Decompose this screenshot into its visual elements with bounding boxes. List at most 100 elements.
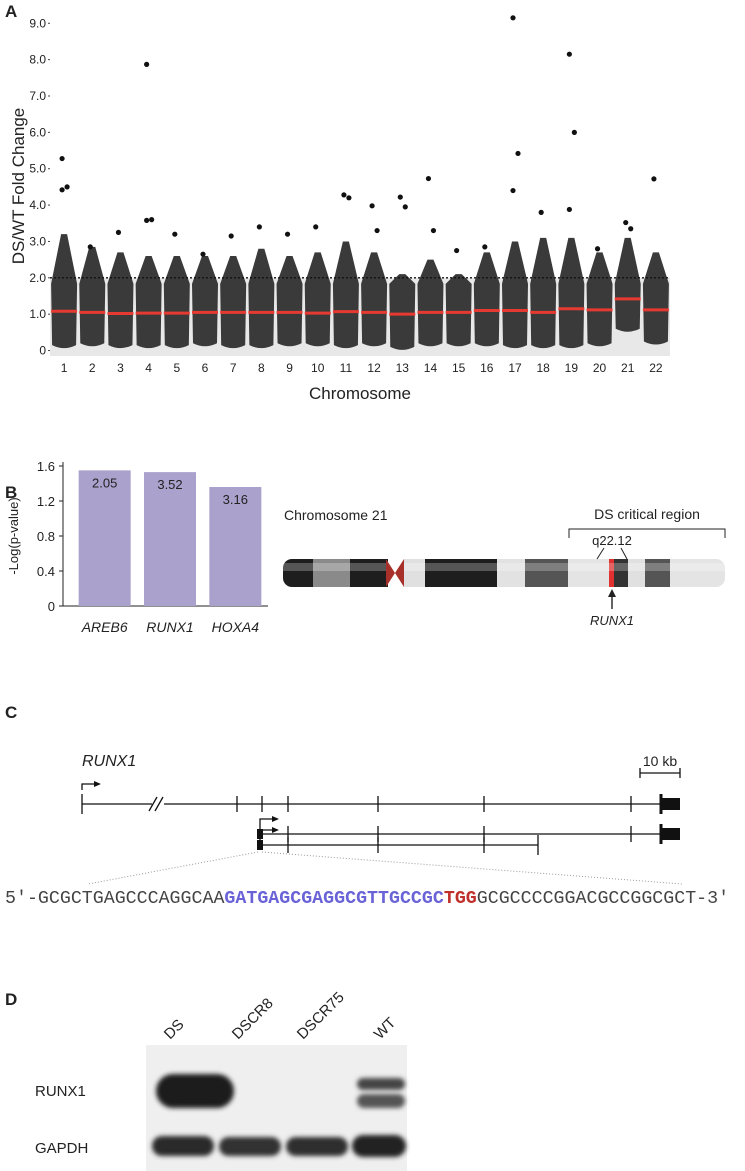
x-tick-label: 18 <box>537 361 551 375</box>
blot-band <box>152 1136 214 1156</box>
y-tick-label: 7.0 <box>29 89 46 103</box>
outlier-point <box>397 194 403 200</box>
point-cloud <box>558 237 585 349</box>
x-tick-label: 22 <box>649 361 663 375</box>
panel-label: D <box>5 990 17 1009</box>
arrow-head <box>94 781 101 787</box>
outlier-point <box>369 203 375 209</box>
outlier-point <box>144 61 150 67</box>
y-tick-label: 3.0 <box>29 234 46 248</box>
chromosome-band <box>645 559 670 587</box>
band-shine <box>283 563 725 571</box>
outlier-point <box>510 15 516 21</box>
blot-band <box>357 1094 405 1108</box>
x-tick-label: 5 <box>173 361 180 375</box>
bar-annotation: 2.05 <box>92 475 117 490</box>
x-tick-label: 10 <box>311 361 325 375</box>
outlier-point <box>374 227 380 234</box>
blot-band <box>219 1137 281 1156</box>
x-tick-label: 15 <box>452 361 466 375</box>
y-tick-label: 2.0 <box>29 271 46 285</box>
outlier-point <box>628 226 634 232</box>
chromosome-band <box>350 559 388 587</box>
point-cloud <box>135 256 162 349</box>
outlier-point <box>59 187 65 193</box>
x-axis-label: Chromosome <box>309 384 411 403</box>
y-tick-label: 1.2 <box>37 494 55 509</box>
y-tick-label: 0.8 <box>37 529 55 544</box>
chromosome-band <box>525 559 568 587</box>
outlier-point <box>172 231 178 237</box>
point-cloud <box>79 246 106 347</box>
outlier-point <box>228 233 234 239</box>
point-cloud <box>220 256 247 349</box>
break-gap <box>152 798 164 810</box>
outlier-point <box>454 247 460 254</box>
bar <box>209 487 262 606</box>
exon-box <box>662 828 680 840</box>
panel-label: A <box>5 2 17 21</box>
outlier-point <box>430 227 437 234</box>
sequence-guide: GATGAGCGAGGCGTTGCCGC <box>224 889 443 909</box>
outlier-point <box>144 217 150 223</box>
ideogram-title: Chromosome 21 <box>284 507 388 523</box>
point-cloud <box>473 252 500 347</box>
lane-label: WT <box>371 1014 400 1043</box>
y-tick-label: 9.0 <box>29 16 46 30</box>
arrow-head <box>608 589 616 597</box>
outlier-point <box>623 219 629 226</box>
outlier-point <box>425 175 432 182</box>
blot-band <box>352 1135 406 1157</box>
band-pointer <box>596 547 628 560</box>
outlier-point <box>115 229 122 235</box>
region-label: DS critical region <box>594 506 700 522</box>
point-cloud <box>445 274 472 347</box>
chromosome <box>283 559 725 587</box>
arrow-head <box>272 827 279 833</box>
outlier-point <box>510 187 516 194</box>
gene-title: RUNX1 <box>82 753 136 770</box>
outlier-point <box>651 176 657 182</box>
chromosome-band <box>670 559 725 587</box>
outlier-point <box>341 192 347 198</box>
blot-band <box>156 1074 234 1108</box>
point-cloud <box>502 241 528 349</box>
bar <box>144 472 196 606</box>
chromosome-band <box>313 559 350 587</box>
x-tick-label: 13 <box>396 361 410 375</box>
point-cloud <box>586 252 613 347</box>
point-cloud <box>530 237 557 349</box>
outlier-point <box>571 129 577 135</box>
x-tick-label: 9 <box>286 361 293 375</box>
outlier-point <box>64 184 70 190</box>
outlier-point <box>256 224 262 230</box>
y-tick-label: 0 <box>48 599 55 614</box>
point-cloud <box>163 256 190 349</box>
x-tick-label: 17 <box>508 361 522 375</box>
x-tick-label: 1 <box>61 361 68 375</box>
x-tick-label: 3 <box>117 361 124 375</box>
y-tick-label: 1.0 <box>29 307 46 321</box>
chromosome-band <box>404 559 425 587</box>
outlier-point <box>346 195 352 201</box>
bar-annotation: 3.52 <box>157 477 182 492</box>
y-tick-label: 0 <box>39 344 46 358</box>
point-cloud <box>389 274 416 350</box>
outlier-point <box>594 246 601 252</box>
point-cloud <box>107 252 134 349</box>
y-tick-label: 0.4 <box>37 564 55 579</box>
bar <box>78 470 131 606</box>
y-tick-label: 8.0 <box>29 53 46 67</box>
zoom-line <box>87 851 683 885</box>
outlier-point <box>402 204 408 210</box>
lane-label: DSCR8 <box>229 995 277 1043</box>
chromosome-band <box>614 559 628 587</box>
x-tick-label: 16 <box>480 361 494 375</box>
y-tick-label: 6.0 <box>29 125 46 139</box>
scale-label: 10 kb <box>643 753 677 769</box>
gene-label: RUNX1 <box>590 613 634 628</box>
outlier-point <box>566 51 572 57</box>
outlier-point <box>149 217 155 223</box>
outlier-point <box>59 155 65 162</box>
